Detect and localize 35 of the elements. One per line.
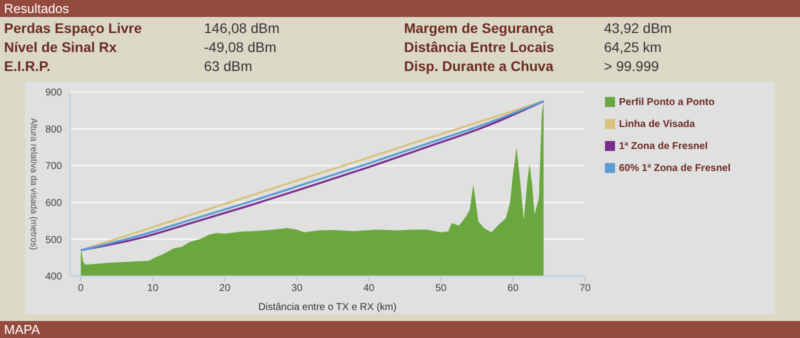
text: Nível de Sinal Rx [4,38,118,57]
text: 146,08 dBm [204,19,280,38]
legend-label: 60% 1ª Zona de Fresnel [619,163,731,174]
y-axis-title: Altura relativa da visada (metros) [29,118,39,250]
text: 43,92 dBm [604,19,673,38]
x-tick-label: 50 [435,283,447,294]
text: E.I.R.P. [4,57,52,76]
x-tick-label: 10 [147,283,159,294]
legend-label: Perfil Ponto a Ponto [619,97,715,108]
x-tick-label: 40 [363,283,375,294]
y-tick-label: 800 [45,124,62,136]
x-tick-label: 60 [507,283,519,294]
x-tick-label: 70 [579,283,591,294]
text: MAPA [0,321,800,338]
y-tick-label: 500 [45,234,62,246]
text: Margem de Segurança [404,19,554,38]
text: 63 dBm [204,57,254,76]
y-tick-label: 700 [45,161,62,172]
text: Perdas Espaço Livre [4,19,143,38]
legend-label: 1ª Zona de Fresnel [619,141,708,152]
x-tick-label: 0 [78,283,84,294]
line-series [80,100,545,252]
y-tick-label: 900 [45,88,62,99]
text: 64,25 km [604,38,663,57]
x-tick-label: 20 [219,283,231,294]
y-tick-label: 600 [45,198,62,209]
text: > 99.999 [604,57,660,76]
x-axis-title: Distância entre o TX e RX (km) [258,302,397,313]
legend-label: Linha de Visada [619,119,695,130]
text: Distância Entre Locais [404,38,556,57]
text: -49,08 dBm [204,38,278,57]
text: Disp. Durante a Chuva [404,57,554,76]
y-tick-label: 400 [45,272,62,283]
text: Resultados [0,0,800,17]
x-tick-label: 30 [291,283,303,294]
